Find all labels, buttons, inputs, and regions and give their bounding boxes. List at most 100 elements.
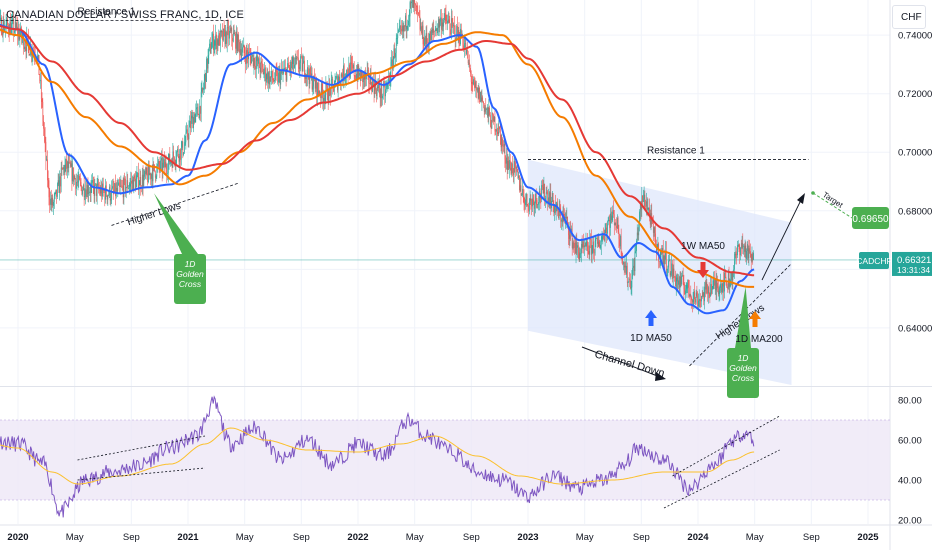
candle[interactable] <box>530 194 532 210</box>
candle[interactable] <box>580 248 581 258</box>
candle[interactable] <box>362 72 363 91</box>
candle[interactable] <box>214 36 216 56</box>
candle[interactable] <box>14 16 16 35</box>
candle[interactable] <box>139 168 141 186</box>
ma200-1d-line[interactable] <box>0 21 755 288</box>
candle[interactable] <box>271 66 272 85</box>
candle[interactable] <box>502 137 503 155</box>
candle[interactable] <box>524 197 526 213</box>
candle[interactable] <box>437 16 439 36</box>
candle[interactable] <box>692 292 694 307</box>
candle[interactable] <box>232 34 233 51</box>
candle[interactable] <box>284 59 285 71</box>
candle[interactable] <box>434 25 436 37</box>
candle[interactable] <box>434 30 435 38</box>
candle[interactable] <box>322 82 324 110</box>
candle[interactable] <box>323 90 325 110</box>
candle[interactable] <box>136 165 138 188</box>
candle[interactable] <box>511 162 513 178</box>
candle[interactable] <box>489 105 490 117</box>
candle[interactable] <box>336 71 337 80</box>
candle[interactable] <box>231 26 233 47</box>
candle[interactable] <box>453 22 454 34</box>
candle[interactable] <box>733 265 734 278</box>
candle[interactable] <box>359 67 360 78</box>
candle[interactable] <box>499 126 500 133</box>
candle[interactable] <box>255 56 256 79</box>
candle[interactable] <box>704 281 705 310</box>
candle[interactable] <box>405 9 407 39</box>
candle[interactable] <box>433 19 435 41</box>
candle[interactable] <box>740 239 742 257</box>
candle[interactable] <box>162 156 164 179</box>
candle[interactable] <box>533 194 535 216</box>
candle[interactable] <box>8 22 9 38</box>
candle[interactable] <box>114 182 116 193</box>
candle[interactable] <box>340 82 341 91</box>
candle[interactable] <box>180 140 182 166</box>
candle[interactable] <box>385 80 387 93</box>
candle[interactable] <box>50 191 51 211</box>
candle[interactable] <box>737 241 738 259</box>
candle[interactable] <box>68 153 70 176</box>
candle[interactable] <box>743 244 744 255</box>
candle[interactable] <box>350 52 352 74</box>
candle[interactable] <box>265 73 267 86</box>
candle[interactable] <box>631 270 633 296</box>
candle[interactable] <box>655 223 656 248</box>
candle[interactable] <box>488 98 490 125</box>
candle[interactable] <box>189 115 191 128</box>
candle[interactable] <box>233 24 235 35</box>
candle[interactable] <box>745 241 747 263</box>
candle[interactable] <box>582 240 584 249</box>
candle[interactable] <box>532 194 534 206</box>
candle[interactable] <box>718 286 720 302</box>
candle[interactable] <box>721 283 723 301</box>
candle[interactable] <box>441 8 442 38</box>
candle[interactable] <box>623 261 625 276</box>
candle[interactable] <box>629 273 631 290</box>
candle[interactable] <box>408 14 409 31</box>
candle[interactable] <box>707 284 708 302</box>
candle[interactable] <box>218 29 220 47</box>
candle[interactable] <box>333 80 335 95</box>
candle[interactable] <box>187 124 188 141</box>
candle[interactable] <box>684 282 686 295</box>
candle[interactable] <box>408 9 410 28</box>
candle[interactable] <box>620 234 621 250</box>
candle[interactable] <box>736 247 738 265</box>
candle[interactable] <box>264 61 266 82</box>
candle[interactable] <box>747 239 749 264</box>
candle[interactable] <box>598 235 600 248</box>
candle[interactable] <box>369 76 370 94</box>
candle[interactable] <box>623 260 624 271</box>
candle[interactable] <box>284 59 286 76</box>
candle[interactable] <box>422 20 424 51</box>
candle[interactable] <box>654 226 656 243</box>
candle[interactable] <box>478 83 480 100</box>
candle[interactable] <box>444 8 445 23</box>
candle[interactable] <box>310 65 312 81</box>
candle[interactable] <box>418 11 419 16</box>
candle[interactable] <box>535 192 536 214</box>
candle[interactable] <box>717 275 718 293</box>
candle[interactable] <box>239 39 241 56</box>
candle[interactable] <box>587 232 588 258</box>
candle[interactable] <box>92 172 93 186</box>
candle[interactable] <box>699 298 701 308</box>
candle[interactable] <box>467 41 468 59</box>
candle[interactable] <box>413 0 415 13</box>
candle[interactable] <box>17 21 19 45</box>
candle[interactable] <box>409 0 411 27</box>
candle[interactable] <box>47 150 48 188</box>
candle[interactable] <box>515 160 516 178</box>
candle[interactable] <box>439 18 441 37</box>
candle[interactable] <box>288 56 289 68</box>
candle[interactable] <box>221 29 223 37</box>
candle[interactable] <box>41 92 43 108</box>
candle[interactable] <box>60 173 61 194</box>
candle[interactable] <box>0 9 2 21</box>
candle[interactable] <box>473 76 474 86</box>
candle[interactable] <box>592 238 594 254</box>
candle[interactable] <box>674 276 676 282</box>
